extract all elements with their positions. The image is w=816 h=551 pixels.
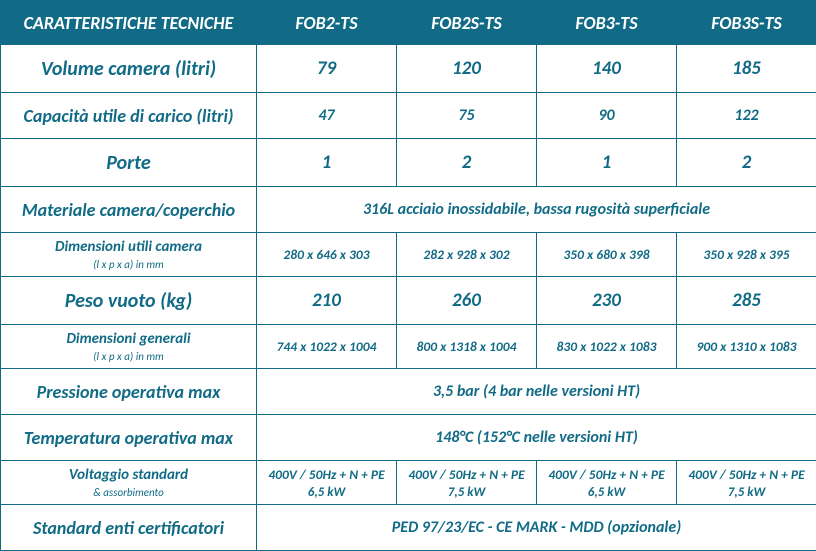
header-row: CARATTERISTICHE TECNICHE FOB2-TS FOB2S-T…: [1, 1, 816, 45]
row-value: 744 x 1022 x 1004: [257, 325, 397, 369]
row-label: Peso vuoto (kg): [1, 277, 257, 325]
row-subvalue: 6,5 kW: [537, 485, 676, 500]
header-label: CARATTERISTICHE TECNICHE: [1, 1, 257, 45]
row-value: 185: [677, 45, 816, 93]
row-value-span: 3,5 bar (4 bar nelle versioni HT): [257, 369, 816, 415]
table-row: Peso vuoto (kg)210260230285: [1, 277, 816, 325]
row-value: 400V / 50Hz + N + PE7,5 kW: [397, 461, 537, 505]
row-value: 400V / 50Hz + N + PE6,5 kW: [257, 461, 397, 505]
row-value: 400V / 50Hz + N + PE6,5 kW: [537, 461, 677, 505]
row-value: 280 x 646 x 303: [257, 233, 397, 277]
row-label: Dimensioni utili camera(l x p x a) in mm: [1, 233, 257, 277]
row-value: 400V / 50Hz + N + PE7,5 kW: [677, 461, 816, 505]
row-value: 2: [677, 139, 816, 187]
row-value: 210: [257, 277, 397, 325]
row-value: 122: [677, 93, 816, 139]
row-value-span: 316L acciaio inossidabile, bassa rugosit…: [257, 187, 816, 233]
row-label: Porte: [1, 139, 257, 187]
row-label: Voltaggio standard& assorbimento: [1, 461, 257, 505]
table-row: Porte1212: [1, 139, 816, 187]
row-subvalue: 7,5 kW: [677, 485, 816, 500]
row-value: 350 x 680 x 398: [537, 233, 677, 277]
row-value: 900 x 1310 x 1083: [677, 325, 816, 369]
model-col-2: FOB3-TS: [537, 1, 677, 45]
row-sublabel: (l x p x a) in mm: [1, 258, 256, 271]
table-row: Materiale camera/coperchio316L acciaio i…: [1, 187, 816, 233]
table-row: Dimensioni generali(l x p x a) in mm744 …: [1, 325, 816, 369]
row-value: 120: [397, 45, 537, 93]
table-row: Temperatura operativa max148°C (152°C ne…: [1, 415, 816, 461]
table-row: Dimensioni utili camera(l x p x a) in mm…: [1, 233, 816, 277]
row-subvalue: 6,5 kW: [257, 485, 396, 500]
row-value: 282 x 928 x 302: [397, 233, 537, 277]
row-value: 75: [397, 93, 537, 139]
table-row: Voltaggio standard& assorbimento400V / 5…: [1, 461, 816, 505]
model-col-1: FOB2S-TS: [397, 1, 537, 45]
row-value: 285: [677, 277, 816, 325]
row-value: 47: [257, 93, 397, 139]
spec-table: CARATTERISTICHE TECNICHE FOB2-TS FOB2S-T…: [0, 0, 816, 551]
row-label: Pressione operativa max: [1, 369, 257, 415]
row-value: 140: [537, 45, 677, 93]
row-value: 260: [397, 277, 537, 325]
row-label: Materiale camera/coperchio: [1, 187, 257, 233]
row-label: Dimensioni generali(l x p x a) in mm: [1, 325, 257, 369]
table-row: Standard enti certificatoriPED 97/23/EC …: [1, 505, 816, 551]
model-col-0: FOB2-TS: [257, 1, 397, 45]
row-value: 830 x 1022 x 1083: [537, 325, 677, 369]
table-row: Pressione operativa max3,5 bar (4 bar ne…: [1, 369, 816, 415]
row-value: 79: [257, 45, 397, 93]
row-label: Temperatura operativa max: [1, 415, 257, 461]
row-value: 800 x 1318 x 1004: [397, 325, 537, 369]
row-value: 2: [397, 139, 537, 187]
table-row: Volume camera (litri)79120140185: [1, 45, 816, 93]
row-value: 90: [537, 93, 677, 139]
row-sublabel: & assorbimento: [1, 486, 256, 499]
row-subvalue: 7,5 kW: [397, 485, 536, 500]
row-value-span: 148°C (152°C nelle versioni HT): [257, 415, 816, 461]
row-label: Volume camera (litri): [1, 45, 257, 93]
row-value: 1: [257, 139, 397, 187]
row-sublabel: (l x p x a) in mm: [1, 350, 256, 363]
row-value-span: PED 97/23/EC - CE MARK - MDD (opzionale): [257, 505, 816, 551]
model-col-3: FOB3S-TS: [677, 1, 816, 45]
row-value: 230: [537, 277, 677, 325]
row-value: 350 x 928 x 395: [677, 233, 816, 277]
row-label: Capacità utile di carico (litri): [1, 93, 257, 139]
table-row: Capacità utile di carico (litri)47759012…: [1, 93, 816, 139]
row-value: 1: [537, 139, 677, 187]
row-label: Standard enti certificatori: [1, 505, 257, 551]
